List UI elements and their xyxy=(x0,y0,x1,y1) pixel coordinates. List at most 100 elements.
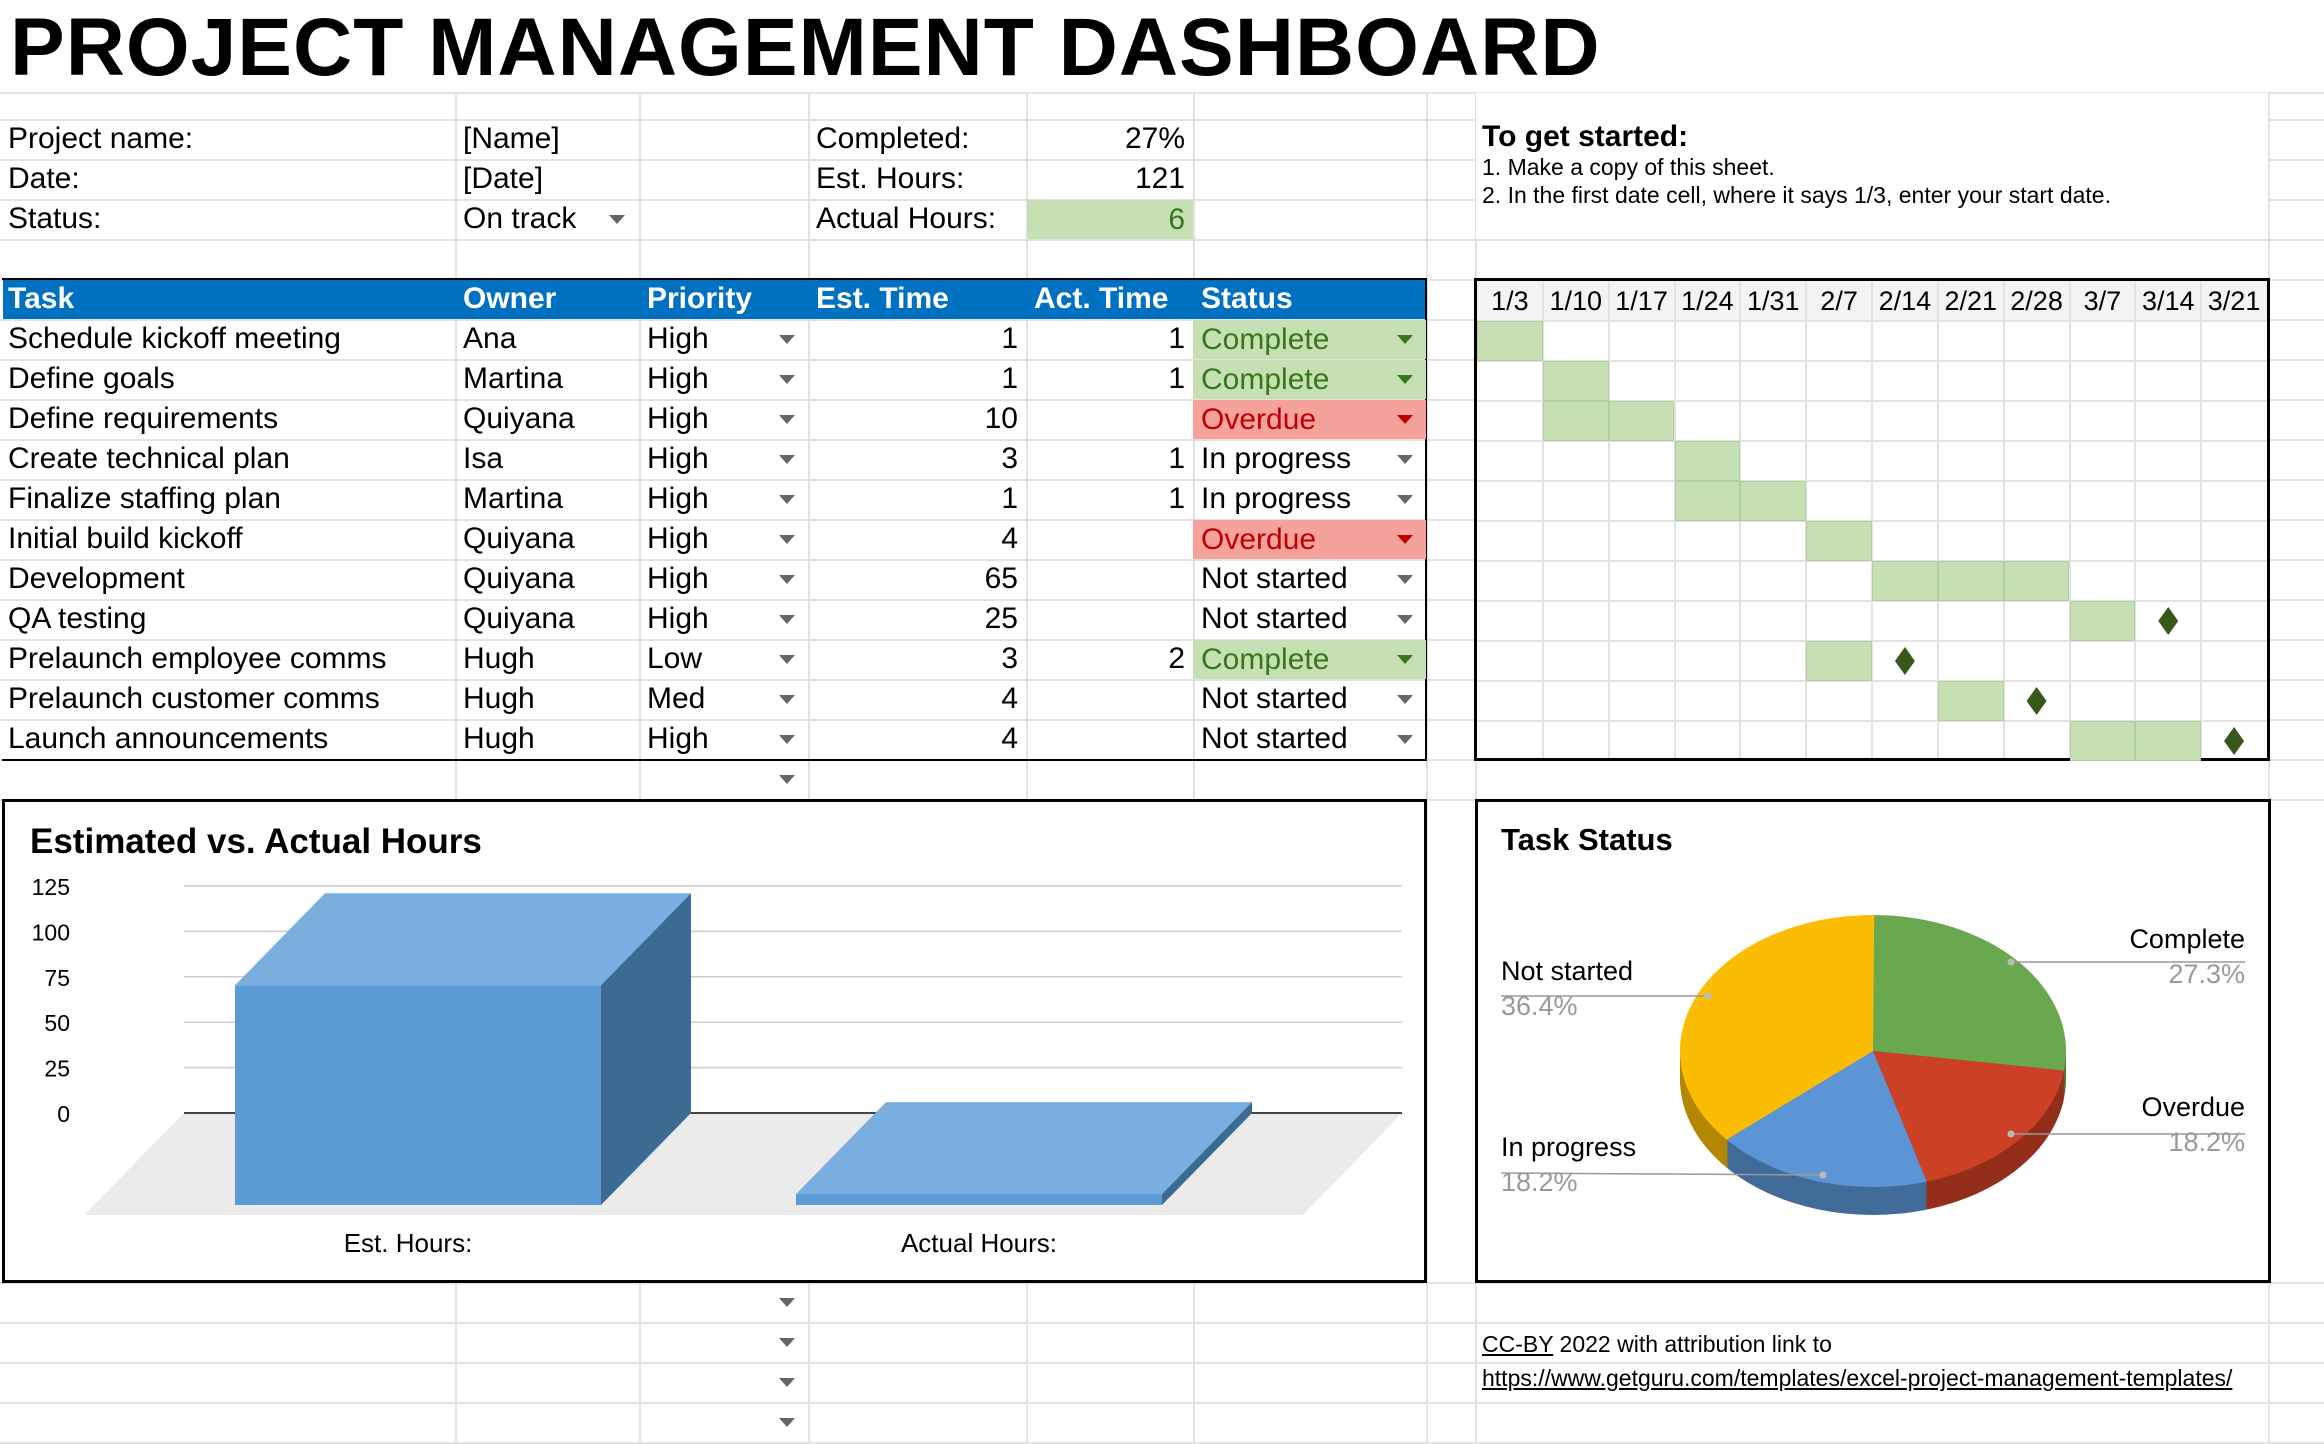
owner[interactable]: Martina xyxy=(463,482,564,515)
status-dropdown[interactable]: Not started xyxy=(1201,562,1348,595)
act-time[interactable] xyxy=(1026,679,1193,719)
status-chevron-down-icon[interactable] xyxy=(1397,615,1413,624)
owner[interactable]: Quiyana xyxy=(463,602,575,635)
status-chevron-down-icon[interactable] xyxy=(1397,455,1413,464)
act-time[interactable]: 1 xyxy=(1168,362,1185,395)
priority-chevron-down-icon[interactable] xyxy=(779,535,795,544)
status-chevron-down-icon[interactable] xyxy=(1397,575,1413,584)
act-time[interactable]: 2 xyxy=(1168,642,1185,675)
status-chevron-down-icon[interactable] xyxy=(1397,335,1413,344)
task-name[interactable]: Define goals xyxy=(8,362,175,395)
owner[interactable]: Quiyana xyxy=(463,562,575,595)
priority-dropdown[interactable]: High xyxy=(647,602,709,635)
priority-chevron-down-icon[interactable] xyxy=(779,495,795,504)
column-header-priority[interactable]: Priority xyxy=(647,282,753,315)
task-name[interactable]: Schedule kickoff meeting xyxy=(8,322,341,355)
status-chevron-down-icon[interactable] xyxy=(1397,375,1413,384)
status-dropdown[interactable]: Overdue xyxy=(1193,520,1426,559)
act-time[interactable] xyxy=(1026,519,1193,559)
owner[interactable]: Hugh xyxy=(463,722,535,755)
priority-dropdown[interactable]: High xyxy=(647,442,709,475)
act-time[interactable] xyxy=(1026,559,1193,599)
owner[interactable]: Ana xyxy=(463,322,517,355)
task-name[interactable]: Define requirements xyxy=(8,402,279,435)
task-name[interactable]: Launch announcements xyxy=(8,722,329,755)
owner[interactable]: Quiyana xyxy=(463,402,575,435)
status-dropdown[interactable]: In progress xyxy=(1201,482,1352,515)
column-header-act-time[interactable]: Act. Time xyxy=(1034,282,1169,315)
owner[interactable]: Quiyana xyxy=(463,522,575,555)
project-name-value[interactable]: [Name] xyxy=(463,122,560,155)
act-time[interactable] xyxy=(1026,399,1193,439)
act-time[interactable] xyxy=(1026,599,1193,639)
priority-chevron-down-icon[interactable] xyxy=(779,1338,795,1347)
task-name[interactable]: Prelaunch employee comms xyxy=(8,642,387,675)
owner[interactable]: Isa xyxy=(463,442,504,475)
status-chevron-down-icon[interactable] xyxy=(1397,495,1413,504)
priority-chevron-down-icon[interactable] xyxy=(779,655,795,664)
priority-dropdown[interactable]: High xyxy=(647,522,709,555)
task-name[interactable]: Prelaunch customer comms xyxy=(8,682,380,715)
attribution-link[interactable]: https://www.getguru.com/templates/excel-… xyxy=(1482,1365,2233,1391)
status-dropdown[interactable]: Complete xyxy=(1193,360,1426,399)
status-chevron-down-icon[interactable] xyxy=(1397,735,1413,744)
status-chevron-down-icon[interactable] xyxy=(1397,695,1413,704)
status-dropdown[interactable]: In progress xyxy=(1201,442,1352,475)
priority-chevron-down-icon[interactable] xyxy=(779,735,795,744)
act-time[interactable]: 1 xyxy=(1168,442,1185,475)
bar-0[interactable] xyxy=(235,985,601,1205)
task-name[interactable]: QA testing xyxy=(8,602,147,635)
status-dropdown[interactable]: Not started xyxy=(1201,602,1348,635)
priority-chevron-down-icon[interactable] xyxy=(779,615,795,624)
column-header-status[interactable]: Status xyxy=(1201,282,1293,315)
owner[interactable]: Hugh xyxy=(463,682,535,715)
priority-chevron-down-icon[interactable] xyxy=(779,455,795,464)
pie-slice-not-started[interactable] xyxy=(1680,915,1875,1140)
priority-chevron-down-icon[interactable] xyxy=(779,1418,795,1427)
act-time[interactable]: 1 xyxy=(1168,322,1185,355)
task-name[interactable]: Create technical plan xyxy=(8,442,290,475)
status-dropdown[interactable]: Not started xyxy=(1201,682,1348,715)
owner[interactable]: Martina xyxy=(463,362,564,395)
pie-slice-in-progress[interactable] xyxy=(1726,1051,1927,1187)
priority-dropdown[interactable]: High xyxy=(647,402,709,435)
priority-dropdown[interactable]: High xyxy=(647,322,709,355)
priority-chevron-down-icon[interactable] xyxy=(779,695,795,704)
bar-1[interactable] xyxy=(796,1194,1162,1205)
priority-dropdown[interactable]: High xyxy=(647,562,709,595)
act-time[interactable] xyxy=(1026,719,1193,759)
status-dropdown[interactable]: Overdue xyxy=(1193,400,1426,439)
status-chevron-down-icon[interactable] xyxy=(1397,655,1413,664)
column-header-est-time[interactable]: Est. Time xyxy=(816,282,949,315)
priority-chevron-down-icon[interactable] xyxy=(779,775,795,784)
priority-chevron-down-icon[interactable] xyxy=(779,335,795,344)
priority-dropdown[interactable]: High xyxy=(647,482,709,515)
priority-chevron-down-icon[interactable] xyxy=(779,1378,795,1387)
owner[interactable]: Hugh xyxy=(463,642,535,675)
priority-chevron-down-icon[interactable] xyxy=(779,375,795,384)
priority-chevron-down-icon[interactable] xyxy=(779,575,795,584)
status-chevron-down-icon[interactable] xyxy=(1397,535,1413,544)
priority-chevron-down-icon[interactable] xyxy=(779,1298,795,1307)
priority-dropdown[interactable]: High xyxy=(647,722,709,755)
priority-chevron-down-icon[interactable] xyxy=(779,415,795,424)
project-status-dropdown[interactable]: On track xyxy=(455,199,639,239)
task-name[interactable]: Development xyxy=(8,562,185,595)
chevron-down-icon[interactable] xyxy=(609,215,625,224)
date-value[interactable]: [Date] xyxy=(463,162,544,195)
status-chevron-down-icon[interactable] xyxy=(1397,415,1413,424)
pie-slice-complete[interactable] xyxy=(1873,915,2066,1071)
column-header-task[interactable]: Task xyxy=(8,282,75,315)
priority-dropdown[interactable]: High xyxy=(647,362,709,395)
priority-dropdown[interactable]: Low xyxy=(647,642,703,675)
task-name[interactable]: Finalize staffing plan xyxy=(8,482,281,515)
status-dropdown[interactable]: Complete xyxy=(1193,320,1426,359)
pie-slice-overdue[interactable] xyxy=(1873,1051,2064,1182)
act-time[interactable]: 1 xyxy=(1168,482,1185,515)
column-header-owner[interactable]: Owner xyxy=(463,282,557,315)
license-link[interactable]: CC-BY xyxy=(1482,1331,1554,1357)
status-dropdown[interactable]: Not started xyxy=(1201,722,1348,755)
task-name[interactable]: Initial build kickoff xyxy=(8,522,243,555)
status-dropdown[interactable]: Complete xyxy=(1193,640,1426,679)
priority-dropdown[interactable]: Med xyxy=(647,682,706,715)
